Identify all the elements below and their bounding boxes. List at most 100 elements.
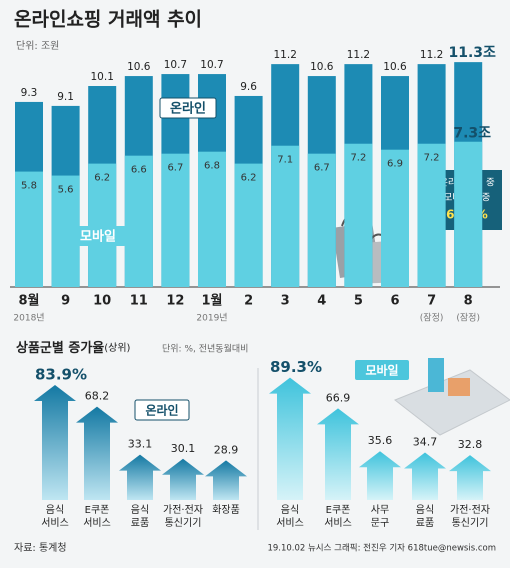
- value-label: 10.7: [200, 59, 223, 71]
- category-label: 문구: [371, 517, 389, 529]
- bar: [15, 171, 43, 287]
- bar: [417, 143, 446, 287]
- arrow: [269, 377, 311, 500]
- x-label: 8: [464, 294, 473, 309]
- value-label: 28.9: [214, 443, 239, 456]
- category-label: 서비스: [276, 517, 304, 529]
- bar: [307, 153, 336, 287]
- value-label: 9.6: [240, 81, 257, 93]
- value-label: 10.1: [91, 71, 114, 83]
- bar: [161, 153, 190, 287]
- x-label: 5: [354, 294, 363, 309]
- value-label: 7.3조: [453, 126, 491, 142]
- legend-label: 온라인: [170, 101, 206, 117]
- value-label: 32.8: [458, 438, 483, 451]
- bar: [88, 163, 117, 287]
- value-label: 11.3조: [448, 45, 496, 61]
- title: 온라인쇼핑 거래액 추이: [14, 9, 202, 31]
- value-label: 6.2: [94, 173, 110, 184]
- value-label: 10.6: [383, 61, 407, 73]
- x-sublabel: 2019년: [196, 313, 227, 324]
- arrow: [34, 385, 76, 500]
- arrow: [205, 460, 247, 500]
- category-label: 음식: [416, 504, 434, 516]
- bar: [234, 163, 263, 287]
- value-label: 9.3: [21, 87, 38, 99]
- source: 자료: 통계청: [14, 542, 67, 554]
- x-label: 1월: [201, 293, 222, 309]
- bar: [124, 155, 153, 287]
- value-label: 10.6: [310, 61, 334, 73]
- subtitle-main: 상품군별 증가율: [16, 340, 104, 356]
- bar: [344, 143, 373, 287]
- category-label: E쿠폰: [326, 504, 351, 516]
- value-label: 89.3%: [270, 358, 322, 376]
- phone-icon: [394, 358, 510, 436]
- value-label: 10.6: [127, 61, 151, 73]
- category-label: 통신기기: [165, 517, 202, 529]
- value-label: 83.9%: [35, 366, 87, 384]
- category-label: 료품: [131, 517, 149, 529]
- value-label: 6.2: [241, 173, 257, 184]
- unit: 단위: %, 전년동월대비: [162, 343, 248, 355]
- value-label: 7.1: [277, 155, 293, 166]
- value-label: 35.6: [368, 434, 393, 447]
- x-label: 7: [427, 294, 436, 309]
- category-label: E쿠폰: [85, 504, 110, 516]
- x-label: 12: [166, 294, 184, 309]
- x-label: 2: [244, 294, 253, 309]
- value-label: 7.2: [424, 153, 440, 164]
- category-label: 가전·전자: [450, 504, 490, 516]
- bar: [198, 151, 226, 287]
- bar: [454, 141, 483, 287]
- category-label: 음식: [46, 504, 64, 516]
- value-label: 9.1: [57, 91, 74, 103]
- value-label: 11.2: [420, 49, 443, 61]
- value-label: 6.8: [204, 161, 220, 172]
- arrow: [119, 454, 161, 500]
- legend-label: 모바일: [80, 229, 116, 245]
- arrow: [404, 452, 446, 500]
- legend-box: [70, 226, 126, 246]
- arrow: [162, 458, 204, 500]
- category-label: 음식: [281, 504, 299, 516]
- arrow: [359, 451, 401, 500]
- x-label: 8월: [18, 293, 39, 309]
- x-label: 6: [390, 294, 399, 309]
- value-label: 33.1: [128, 438, 153, 451]
- credit: 19.10.02 뉴시스 그래픽: 전진우 기자 618tue@newsis.c…: [267, 543, 496, 554]
- group-tag: [355, 360, 409, 380]
- value-label: 66.9: [326, 391, 351, 404]
- category-label: 사무: [371, 504, 389, 516]
- legend-box: [159, 97, 217, 119]
- group-tag: [134, 399, 190, 421]
- category-label: 통신기기: [452, 517, 489, 529]
- category-label: 가전·전자: [163, 504, 203, 516]
- value-label: 11.2: [274, 49, 297, 61]
- unit: 단위: 조원: [16, 39, 59, 52]
- value-label: 30.1: [171, 442, 196, 455]
- value-label: 7.2: [350, 153, 366, 164]
- x-sublabel: (잠정): [420, 313, 444, 324]
- value-label: 6.9: [387, 159, 403, 170]
- subtitle: 상품군별 증가율(상위): [16, 340, 131, 356]
- x-label: 9: [61, 294, 70, 309]
- bar: [381, 149, 409, 287]
- value-label: 6.7: [314, 163, 330, 174]
- value-label: 6.7: [167, 163, 183, 174]
- value-label: 6.6: [131, 165, 147, 176]
- category-label: 료품: [416, 517, 434, 529]
- x-label: 3: [281, 294, 290, 309]
- x-sublabel: 2018년: [13, 313, 44, 324]
- x-label: 11: [130, 294, 148, 309]
- category-label: 음식: [131, 504, 149, 516]
- bar: [271, 145, 300, 287]
- group-label: 온라인: [145, 403, 178, 418]
- category-label: 서비스: [324, 517, 352, 529]
- x-label: 10: [93, 294, 111, 309]
- value-label: 34.7: [413, 435, 438, 448]
- arrow: [76, 406, 118, 500]
- value-label: 5.6: [58, 185, 74, 196]
- x-sublabel: (잠정): [456, 313, 480, 324]
